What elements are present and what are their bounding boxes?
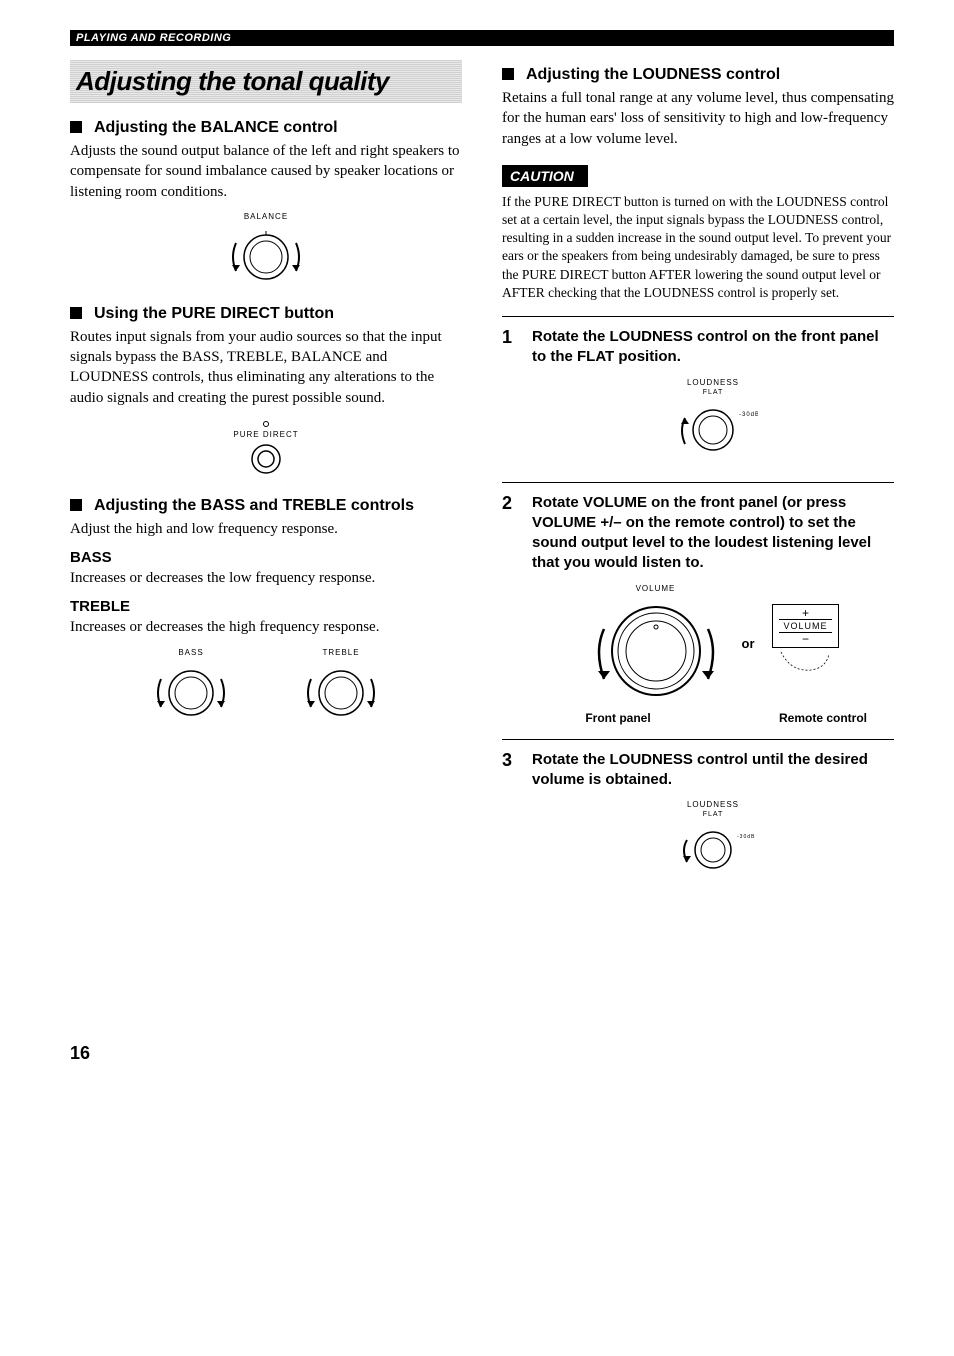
minus-icon: − bbox=[802, 633, 809, 645]
bass-treble-heading: Adjusting the BASS and TREBLE controls bbox=[70, 497, 462, 515]
step-2-captions: Front panel Remote control bbox=[532, 711, 894, 725]
step-2-figure-row: VOLUME bbox=[532, 584, 894, 703]
caution-body: If the PURE DIRECT button is turned on w… bbox=[502, 193, 894, 302]
balance-heading: Adjusting the BALANCE control bbox=[70, 119, 462, 137]
treble-body: Increases or decreases the high frequenc… bbox=[70, 617, 462, 637]
square-bullet-icon bbox=[70, 307, 82, 319]
loudness-knob-icon: -30dB bbox=[668, 820, 758, 876]
left-column: Adjusting the tonal quality Adjusting th… bbox=[70, 60, 462, 1064]
bass-treble-knob-row: BASS TREBLE bbox=[70, 648, 462, 723]
step-3: 3 Rotate the LOUDNESS control until the … bbox=[502, 739, 894, 887]
step-3-knob-label: LOUDNESS bbox=[532, 800, 894, 809]
svg-text:-30dB: -30dB bbox=[737, 834, 755, 840]
treble-knob-figure: TREBLE bbox=[296, 648, 386, 723]
step-1-knob-figure: LOUDNESS FLAT -30dB bbox=[532, 378, 894, 458]
pure-direct-body: Routes input signals from your audio sou… bbox=[70, 327, 462, 408]
step-2: 2 Rotate VOLUME on the front panel (or p… bbox=[502, 482, 894, 725]
step-3-knob-figure: LOUDNESS FLAT -30dB bbox=[532, 800, 894, 876]
volume-knob-figure: VOLUME bbox=[586, 584, 726, 703]
loudness-knob-icon: -30dB bbox=[668, 398, 758, 458]
step-1-knob-label: LOUDNESS bbox=[532, 378, 894, 387]
step-1-number: 1 bbox=[502, 327, 518, 468]
pure-direct-figure: PURE DIRECT bbox=[70, 420, 462, 477]
step-2-title: Rotate VOLUME on the front panel (or pre… bbox=[532, 493, 894, 574]
volume-knob-label: VOLUME bbox=[586, 584, 726, 593]
bass-knob-icon bbox=[146, 659, 236, 723]
step-2-or-text: or bbox=[742, 636, 755, 651]
step-1-title: Rotate the LOUDNESS control on the front… bbox=[532, 327, 894, 368]
bass-label: BASS bbox=[70, 549, 462, 566]
remote-volume-label: VOLUME bbox=[779, 619, 831, 633]
square-bullet-icon bbox=[70, 121, 82, 133]
caution-label: CAUTION bbox=[502, 165, 588, 187]
remote-control-caption: Remote control bbox=[768, 711, 878, 725]
right-column: Adjusting the LOUDNESS control Retains a… bbox=[502, 60, 894, 1064]
step-3-number: 3 bbox=[502, 750, 518, 887]
loudness-body: Retains a full tonal range at any volume… bbox=[502, 88, 894, 149]
plus-icon: + bbox=[802, 607, 809, 619]
step-3-knob-sublabel: FLAT bbox=[532, 811, 894, 818]
balance-knob-icon bbox=[221, 223, 311, 287]
treble-knob-icon bbox=[296, 659, 386, 723]
pure-direct-led-icon bbox=[236, 420, 296, 428]
bass-treble-body: Adjust the high and low frequency respon… bbox=[70, 519, 462, 539]
pure-direct-fig-label: PURE DIRECT bbox=[70, 430, 462, 439]
main-section-title: Adjusting the tonal quality bbox=[70, 60, 462, 103]
svg-text:-30dB: -30dB bbox=[739, 412, 758, 418]
loudness-heading: Adjusting the LOUDNESS control bbox=[502, 66, 894, 84]
section-header-bar: PLAYING AND RECORDING bbox=[70, 30, 894, 46]
treble-label: TREBLE bbox=[70, 598, 462, 615]
front-panel-caption: Front panel bbox=[548, 711, 688, 725]
treble-knob-label: TREBLE bbox=[296, 648, 386, 657]
remote-volume-figure: + VOLUME − bbox=[771, 604, 841, 682]
step-1-knob-sublabel: FLAT bbox=[532, 389, 894, 396]
balance-body: Adjusts the sound output balance of the … bbox=[70, 141, 462, 202]
pure-direct-heading-text: Using the PURE DIRECT button bbox=[94, 305, 334, 323]
step-1: 1 Rotate the LOUDNESS control on the fro… bbox=[502, 316, 894, 468]
volume-knob-icon bbox=[586, 593, 726, 703]
square-bullet-icon bbox=[70, 499, 82, 511]
loudness-heading-text: Adjusting the LOUDNESS control bbox=[526, 66, 780, 84]
page-number: 16 bbox=[70, 1043, 462, 1064]
balance-knob-figure: BALANCE bbox=[70, 212, 462, 287]
remote-volume-button: + VOLUME − bbox=[772, 604, 838, 648]
bass-knob-figure: BASS bbox=[146, 648, 236, 723]
pure-direct-button-icon bbox=[248, 441, 284, 477]
bass-treble-heading-text: Adjusting the BASS and TREBLE controls bbox=[94, 497, 414, 515]
two-column-layout: Adjusting the tonal quality Adjusting th… bbox=[70, 60, 894, 1064]
balance-knob-label: BALANCE bbox=[70, 212, 462, 221]
bass-body: Increases or decreases the low frequency… bbox=[70, 568, 462, 588]
step-3-title: Rotate the LOUDNESS control until the de… bbox=[532, 750, 894, 791]
remote-hand-icon bbox=[771, 642, 841, 682]
square-bullet-icon bbox=[502, 68, 514, 80]
balance-heading-text: Adjusting the BALANCE control bbox=[94, 119, 338, 137]
step-2-number: 2 bbox=[502, 493, 518, 725]
bass-knob-label: BASS bbox=[146, 648, 236, 657]
pure-direct-heading: Using the PURE DIRECT button bbox=[70, 305, 462, 323]
